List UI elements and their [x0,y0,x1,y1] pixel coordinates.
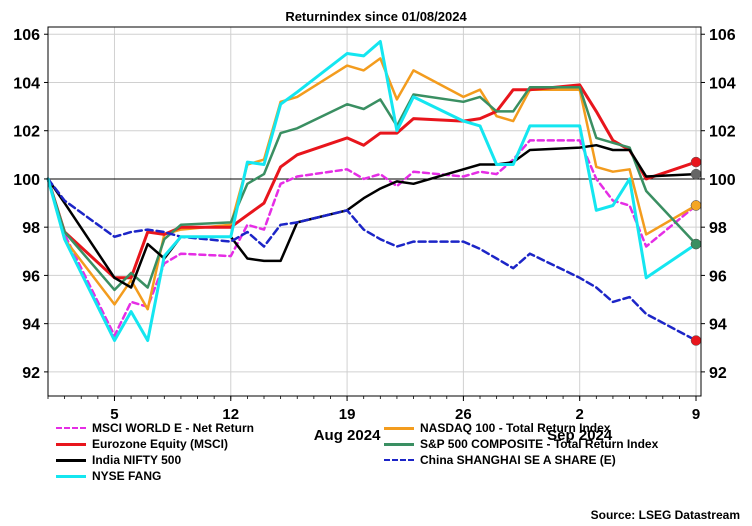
y-tick-label-right: 104 [709,75,736,92]
x-month-label: Aug 2024 [314,427,381,444]
legend-swatch [384,443,414,446]
y-tick-label-left: 104 [13,75,40,92]
series-line [46,177,698,342]
series-layer [46,40,698,342]
legend-label: NYSE FANG [92,469,162,483]
legend-label: NASDAQ 100 - Total Return Index [420,421,611,435]
series-end-marker [690,200,702,211]
legend: MSCI WORLD E - Net Return Eurozone Equit… [56,420,696,500]
y-tick-label-left: 100 [13,172,40,189]
y-tick-label-right: 96 [709,268,727,285]
y-tick-label-left: 94 [22,317,40,334]
x-tick-label: 26 [455,406,472,423]
legend-label: Eurozone Equity (MSCI) [92,437,228,451]
y-tick-label-right: 98 [709,220,727,237]
series-line [46,143,698,289]
grid-layer [48,27,701,396]
series-line [46,86,698,292]
series-line [46,139,698,337]
legend-label: S&P 500 COMPOSITE - Total Return Index [420,437,659,451]
x-tick-label: 19 [339,406,356,423]
plot-frame [47,26,702,397]
legend-swatch [56,459,86,462]
legend-label: India NIFTY 500 [92,453,182,467]
legend-label: China SHANGHAI SE A SHARE (E) [420,453,616,467]
x-tick-label: 2 [576,406,584,423]
y-tick-label-left: 102 [13,124,40,141]
y-tick-label-left: 92 [22,365,40,382]
series-end-marker [690,335,702,346]
y-tick-label-right: 106 [709,27,736,44]
source-note: Source: LSEG Datastream [590,508,740,522]
legend-swatch [56,475,86,478]
legend-swatch [384,427,414,430]
series-end-marker [690,238,702,250]
y-tick-label-right: 94 [709,317,727,334]
y-tick-label-right: 100 [709,172,736,189]
x-tick-label: 9 [692,406,700,423]
series-line [46,40,698,342]
legend-swatch [384,459,414,461]
x-tick-label: 5 [110,406,118,423]
legend-label: MSCI WORLD E - Net Return [92,421,254,435]
y-tick-label-left: 98 [22,220,40,237]
y-tick-label-left: 106 [13,27,40,44]
series-line [46,57,698,311]
y-tick-label-left: 96 [22,268,40,285]
x-month-label: Sep 2024 [547,427,613,444]
series-end-marker [690,168,702,180]
legend-swatch [56,427,86,429]
x-tick-label: 12 [222,406,239,423]
y-tick-label-right: 92 [709,365,727,382]
legend-swatch [56,443,86,446]
series-line [46,83,698,280]
chart-title: Returnindex since 01/08/2024 [285,9,467,24]
y-tick-label-right: 102 [709,124,736,141]
series-end-marker [690,156,702,168]
